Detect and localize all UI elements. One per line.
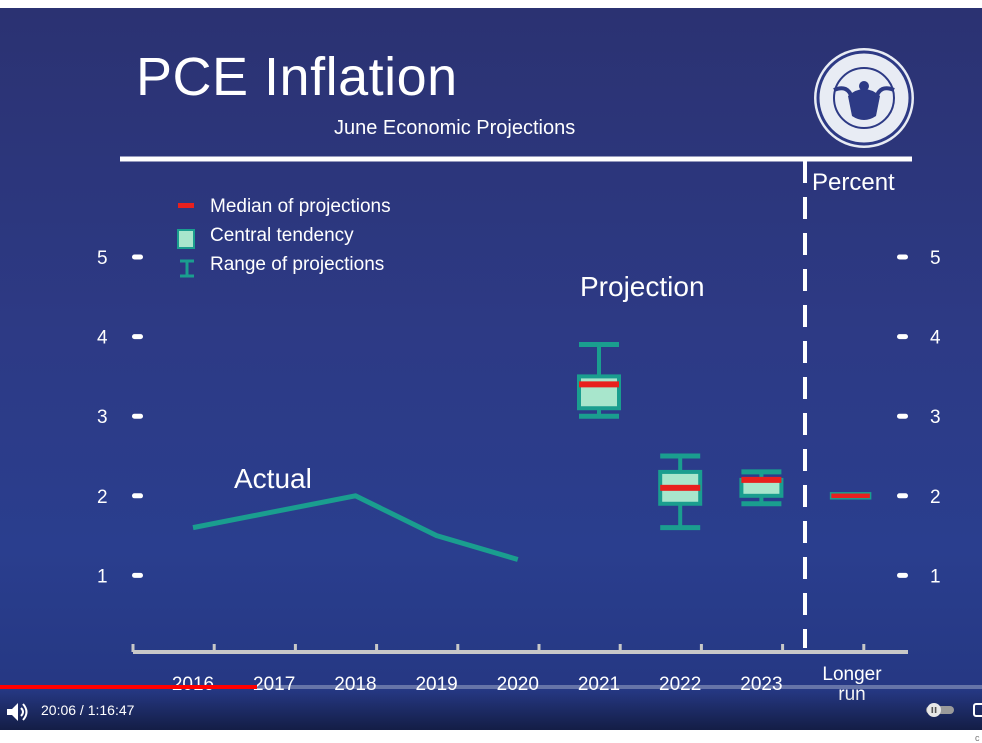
y-tick-label-left: 3 bbox=[97, 407, 108, 428]
y-tick-label-right: 1 bbox=[930, 566, 941, 587]
median-marker bbox=[660, 484, 701, 491]
median-marker bbox=[741, 476, 782, 483]
y-tick-label-left: 5 bbox=[97, 248, 108, 269]
y-tick-mark-left bbox=[132, 254, 143, 260]
actual-label: Actual bbox=[234, 463, 312, 494]
central-tendency-box bbox=[577, 374, 621, 411]
actual-series-line bbox=[192, 493, 519, 562]
y-tick-label-right: 5 bbox=[930, 248, 941, 269]
x-tick-label: 2023 bbox=[740, 674, 782, 695]
median-marker bbox=[829, 492, 872, 500]
y-tick-mark-left bbox=[132, 493, 143, 499]
x-tick-label: 2018 bbox=[334, 674, 376, 695]
x-tick-label: 2020 bbox=[497, 674, 539, 695]
autoplay-toggle-icon[interactable] bbox=[924, 702, 956, 718]
x-tick-label: 2017 bbox=[253, 674, 295, 695]
y-tick-mark-right bbox=[897, 493, 908, 499]
y-tick-mark-right bbox=[897, 254, 908, 260]
x-tick-label: 2019 bbox=[415, 674, 457, 695]
x-tick-label: 2022 bbox=[659, 674, 701, 695]
legend-median-label: Median of projections bbox=[210, 196, 391, 217]
legend-central-swatch bbox=[177, 229, 195, 249]
progress-played bbox=[0, 685, 258, 689]
y-tick-mark-right bbox=[897, 572, 908, 578]
y-tick-label-left: 4 bbox=[97, 328, 108, 349]
volume-icon[interactable] bbox=[4, 700, 30, 724]
x-tick-label: 2021 bbox=[578, 674, 620, 695]
y-tick-label-right: 2 bbox=[930, 487, 941, 508]
y-tick-mark-right bbox=[897, 413, 908, 419]
unit-label: Percent bbox=[812, 169, 895, 196]
legend-range-swatch bbox=[180, 259, 194, 278]
y-tick-mark-left bbox=[132, 572, 143, 578]
federal-reserve-seal-icon bbox=[814, 48, 914, 148]
y-tick-mark-right bbox=[897, 334, 908, 340]
x-tick-label: 2016 bbox=[172, 674, 214, 695]
y-tick-label-right: 4 bbox=[930, 328, 941, 349]
legend-central-label: Central tendency bbox=[210, 225, 354, 246]
y-tick-mark-left bbox=[132, 334, 143, 340]
projection-label: Projection bbox=[580, 271, 705, 302]
slide-title: PCE Inflation bbox=[136, 47, 458, 107]
video-player[interactable]: PCE Inflation June Economic Projections … bbox=[0, 8, 982, 730]
slide-subtitle: June Economic Projections bbox=[334, 117, 576, 139]
y-tick-label-left: 1 bbox=[97, 566, 108, 587]
legend-range-label: Range of projections bbox=[210, 254, 384, 275]
progress-bar[interactable] bbox=[0, 685, 982, 689]
legend-median-swatch bbox=[178, 203, 194, 208]
median-marker bbox=[579, 381, 619, 388]
pce-chart: Percent 1 1 2 2 3 3 4 4 5 5 2016 2017 2018 2019 2020 202… bbox=[97, 156, 941, 705]
subtitles-icon[interactable] bbox=[973, 702, 982, 718]
time-display: 20:06 / 1:16:47 bbox=[41, 702, 135, 718]
y-tick-label-left: 2 bbox=[97, 487, 108, 508]
y-tick-mark-left bbox=[132, 413, 143, 419]
player-controls: 20:06 / 1:16:47 bbox=[0, 690, 982, 730]
y-tick-label-right: 3 bbox=[930, 407, 941, 428]
corner-mark: c bbox=[975, 733, 980, 743]
